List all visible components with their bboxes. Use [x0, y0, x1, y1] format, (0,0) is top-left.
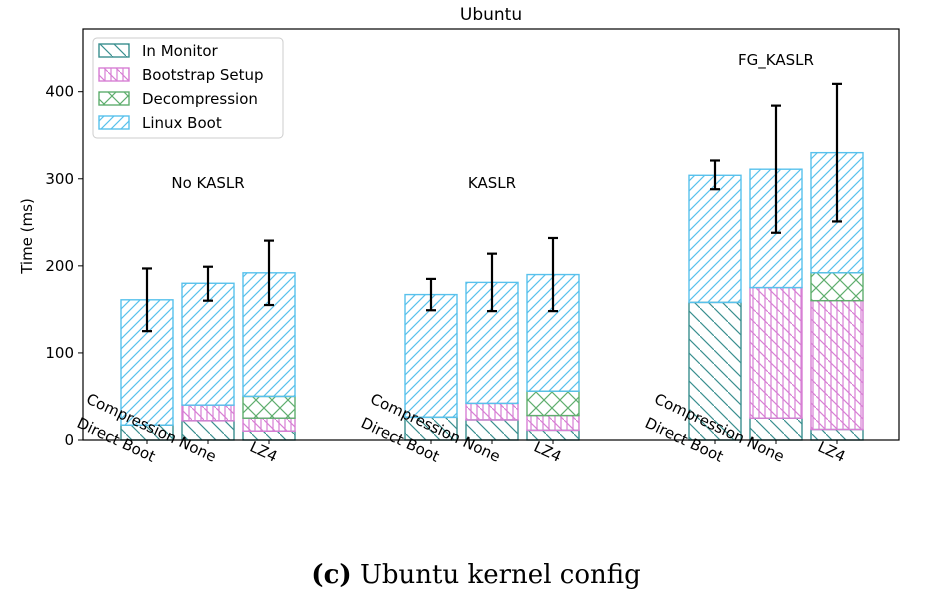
y-axis-label: Time (ms): [18, 198, 36, 275]
bar-segment-bootstrap-setup: [465, 402, 519, 421]
error-bars-layer: [142, 82, 842, 333]
error-bar: [142, 267, 152, 333]
bar-segment-decompression: [810, 272, 864, 302]
error-bar: [426, 277, 436, 312]
error-bar: [771, 104, 781, 234]
axes-frame: [82, 28, 900, 441]
bar-segment-in-monitor: [242, 430, 296, 441]
legend-swatch: [98, 43, 130, 58]
bar-segment-linux-boot: [404, 293, 458, 419]
x-tick-label: LZ4: [531, 438, 564, 466]
bar-segment-bootstrap-setup: [242, 417, 296, 432]
legend-label: In Monitor: [142, 42, 219, 60]
error-bar: [203, 265, 213, 302]
bar-segment-bootstrap-setup: [749, 286, 803, 419]
error-bar: [832, 82, 842, 223]
bar-segment-in-monitor: [810, 428, 864, 441]
error-bar: [710, 159, 720, 191]
legend-swatch: [98, 67, 130, 82]
caption-label: (c): [311, 560, 352, 590]
bar-segment-bootstrap-setup: [526, 414, 580, 432]
legend-label: Decompression: [142, 90, 258, 108]
legend-swatch: [98, 115, 130, 130]
bar-segment-bootstrap-setup: [181, 404, 235, 422]
error-bar: [487, 252, 497, 313]
legend-label: Bootstrap Setup: [142, 66, 264, 84]
x-tick-label: LZ4: [815, 438, 848, 466]
error-bar: [264, 239, 274, 307]
chart-title: Ubuntu: [460, 5, 522, 25]
bar-segment-linux-boot: [688, 174, 742, 304]
bars-layer: [120, 151, 864, 441]
legend: In Monitor Bootstrap Setup Decompression Li…: [92, 37, 284, 139]
bar-segment-decompression: [242, 395, 296, 419]
y-tick-label: 100: [45, 344, 74, 362]
caption-text: Ubuntu kernel config: [359, 560, 641, 590]
bar-segment-linux-boot: [181, 282, 235, 406]
y-tick-label: 0: [64, 431, 74, 449]
bar-segment-decompression: [526, 390, 580, 417]
y-tick-label: 300: [45, 170, 74, 188]
group-label: No KASLR: [171, 174, 244, 192]
y-tick-label: 400: [45, 83, 74, 101]
y-tick-label: 200: [45, 257, 74, 275]
group-label: FG_KASLR: [738, 51, 814, 70]
group-label: KASLR: [468, 174, 516, 192]
y-ticks: 0 100 200 300 400: [45, 83, 83, 449]
legend-label: Linux Boot: [142, 114, 222, 132]
error-bar: [548, 236, 558, 313]
bar-segment-bootstrap-setup: [810, 299, 864, 431]
chart: 0 100 200 300 400 Direct Boot Compression Non…: [18, 5, 900, 466]
figure-caption: (c) Ubuntu kernel config: [0, 560, 952, 602]
x-tick-label: LZ4: [247, 438, 280, 466]
legend-swatch: [98, 91, 130, 106]
group-labels: No KASLR KASLR FG_KASLR: [171, 51, 814, 192]
bar-segment-in-monitor: [526, 429, 580, 441]
